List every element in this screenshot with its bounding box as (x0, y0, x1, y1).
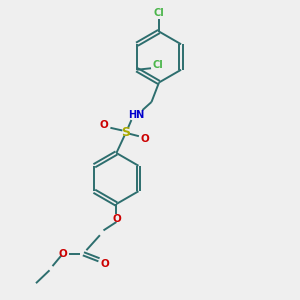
Text: O: O (140, 134, 149, 144)
Text: Cl: Cl (152, 60, 163, 70)
Text: HN: HN (128, 110, 145, 120)
Text: O: O (100, 259, 109, 269)
Text: O: O (112, 214, 121, 224)
Text: O: O (58, 249, 68, 259)
Text: O: O (99, 120, 108, 130)
Text: Cl: Cl (154, 8, 164, 18)
Text: S: S (121, 125, 130, 139)
